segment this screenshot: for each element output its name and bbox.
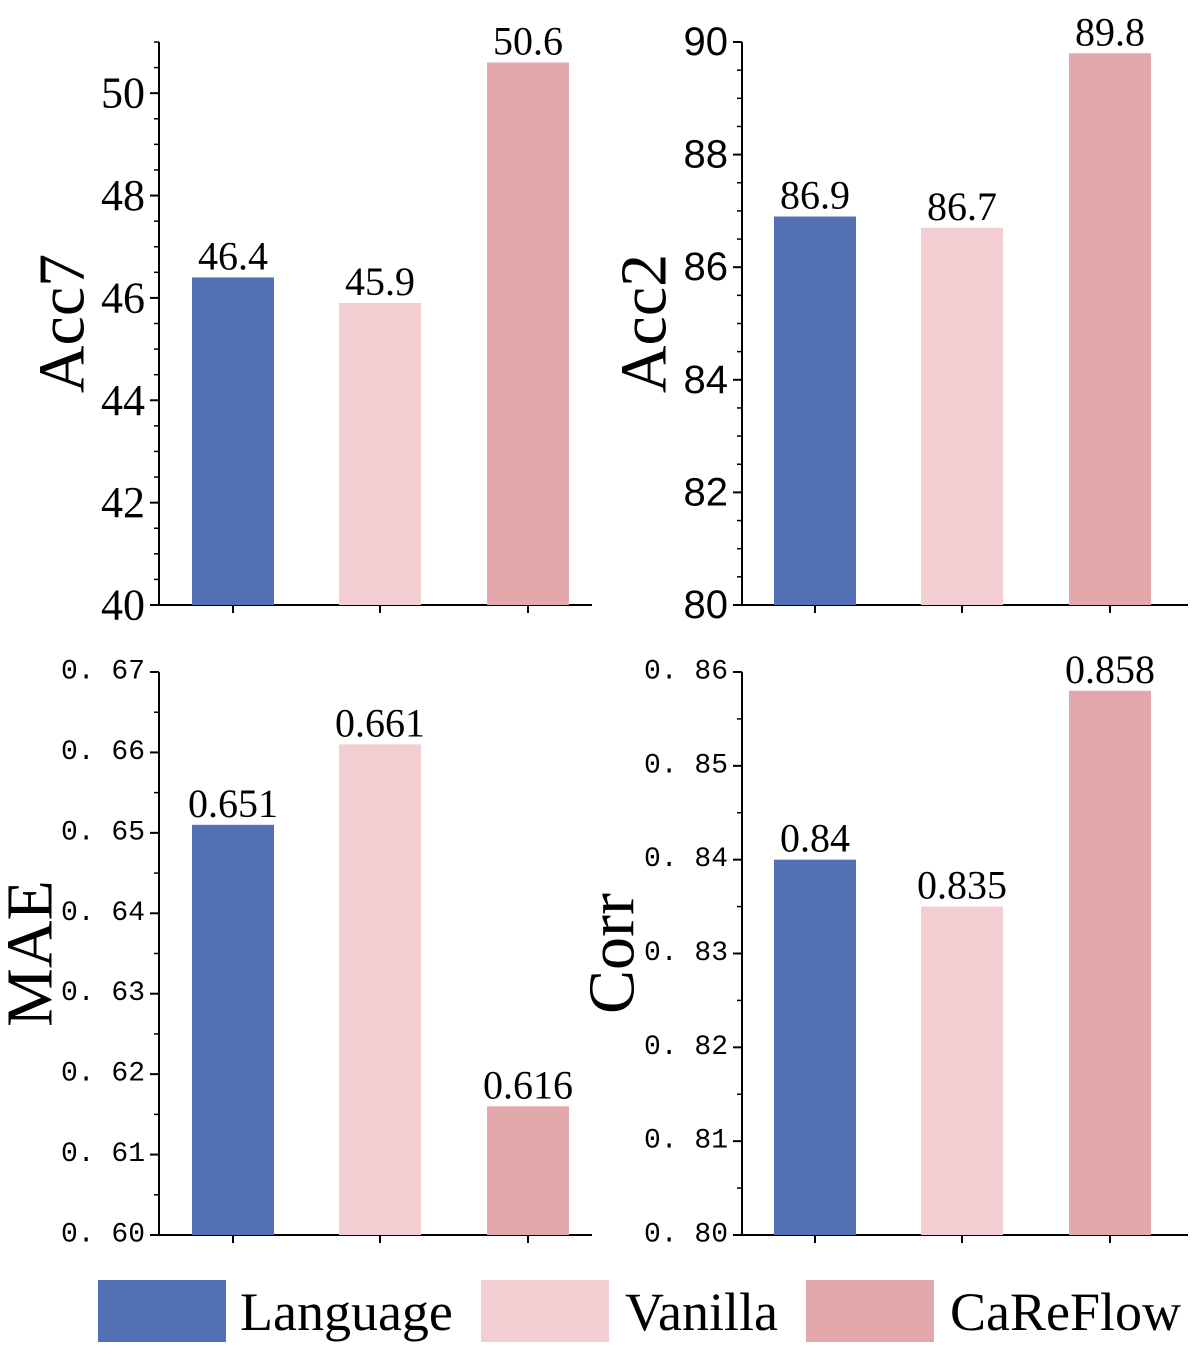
legend-swatch bbox=[98, 1280, 226, 1342]
y-axis-title: MAE bbox=[0, 880, 67, 1027]
legend-label: Vanilla bbox=[625, 1282, 778, 1342]
y-tick-label: 0. 67 bbox=[61, 657, 145, 688]
bar-value-label: 86.9 bbox=[780, 173, 850, 218]
legend-item-careflow: CaReFlow bbox=[806, 1280, 1181, 1342]
bar-careflow bbox=[1069, 690, 1151, 1235]
y-tick-label: 46 bbox=[101, 273, 145, 322]
y-tick-label: 0. 80 bbox=[644, 1220, 728, 1251]
bar-value-label: 0.84 bbox=[780, 816, 850, 861]
y-tick-label: 0. 86 bbox=[644, 657, 728, 688]
bar-careflow bbox=[487, 1106, 569, 1235]
legend-label: CaReFlow bbox=[950, 1282, 1181, 1342]
y-tick-label: 42 bbox=[101, 478, 145, 527]
chart-panel-acc2: 80 82 84 86 88 90 86.9 86.7 89.8 Acc2 bbox=[608, 9, 1188, 627]
bar-language bbox=[774, 859, 856, 1235]
chart-panel-corr: 0. 80 0. 81 0. 82 0. 83 0. 84 0. 85 0. 86 0.84 0… bbox=[576, 647, 1188, 1251]
bar-language bbox=[192, 824, 274, 1235]
y-tick-label: 0. 85 bbox=[644, 750, 728, 781]
bar-language bbox=[774, 216, 856, 605]
y-tick-label: 90 bbox=[684, 20, 729, 64]
legend-label: Language bbox=[240, 1282, 453, 1342]
y-tick-label: 0. 83 bbox=[644, 938, 728, 969]
bar-value-label: 46.4 bbox=[198, 233, 268, 278]
y-tick-label: 0. 62 bbox=[61, 1059, 145, 1090]
chart-panel-acc7: 40 42 44 46 48 50 46.4 45.9 50.6 Acc7 bbox=[26, 18, 592, 630]
y-tick-label: 0. 65 bbox=[61, 817, 145, 848]
bar-value-label: 45.9 bbox=[345, 259, 415, 304]
y-tick-label: 82 bbox=[684, 470, 729, 514]
bar-vanilla bbox=[339, 303, 421, 605]
y-tick-label: 0. 61 bbox=[61, 1139, 145, 1170]
y-tick-label: 50 bbox=[101, 69, 145, 118]
bar-vanilla bbox=[921, 906, 1003, 1235]
y-axis-title: Acc7 bbox=[26, 254, 99, 393]
bar-value-label: 0.835 bbox=[917, 863, 1007, 908]
bar-value-label: 0.661 bbox=[335, 700, 425, 745]
y-tick-label: 80 bbox=[684, 583, 729, 627]
y-tick-label: 0. 84 bbox=[644, 844, 728, 875]
legend-item-vanilla: Vanilla bbox=[481, 1280, 778, 1342]
bar-value-label: 50.6 bbox=[493, 18, 563, 63]
legend-item-language: Language bbox=[98, 1280, 453, 1342]
y-tick-label: 88 bbox=[684, 133, 729, 177]
y-tick-label: 44 bbox=[101, 376, 145, 425]
y-axis-title: Corr bbox=[576, 893, 649, 1014]
y-tick-label: 86 bbox=[684, 245, 729, 289]
y-tick-label: 40 bbox=[101, 581, 145, 630]
chart-panel-mae: 0. 60 0. 61 0. 62 0. 63 0. 64 0. 65 0. 66 0. 67… bbox=[0, 657, 592, 1251]
bar-vanilla bbox=[921, 227, 1003, 606]
bar-value-label: 0.858 bbox=[1065, 647, 1155, 692]
bar-careflow bbox=[1069, 53, 1151, 605]
bar-value-label: 0.651 bbox=[188, 781, 278, 826]
bar-vanilla bbox=[339, 744, 421, 1235]
y-tick-label: 0. 60 bbox=[61, 1220, 145, 1251]
legend-swatch bbox=[481, 1280, 609, 1342]
y-tick-label: 0. 81 bbox=[644, 1126, 728, 1157]
bar-careflow bbox=[487, 62, 569, 606]
y-tick-label: 0. 63 bbox=[61, 978, 145, 1009]
bar-language bbox=[192, 277, 274, 605]
y-tick-label: 0. 66 bbox=[61, 737, 145, 768]
y-tick-label: 0. 82 bbox=[644, 1032, 728, 1063]
legend-swatch bbox=[806, 1280, 934, 1342]
bar-value-label: 0.616 bbox=[483, 1062, 573, 1107]
bar-value-label: 89.8 bbox=[1075, 9, 1145, 54]
y-tick-label: 48 bbox=[101, 171, 145, 220]
y-tick-label: 84 bbox=[684, 358, 729, 402]
legend: Language Vanilla CaReFlow bbox=[98, 1280, 1181, 1342]
bar-value-label: 86.7 bbox=[927, 184, 997, 229]
y-axis-title: Acc2 bbox=[608, 254, 681, 393]
y-tick-label: 0. 64 bbox=[61, 898, 145, 929]
